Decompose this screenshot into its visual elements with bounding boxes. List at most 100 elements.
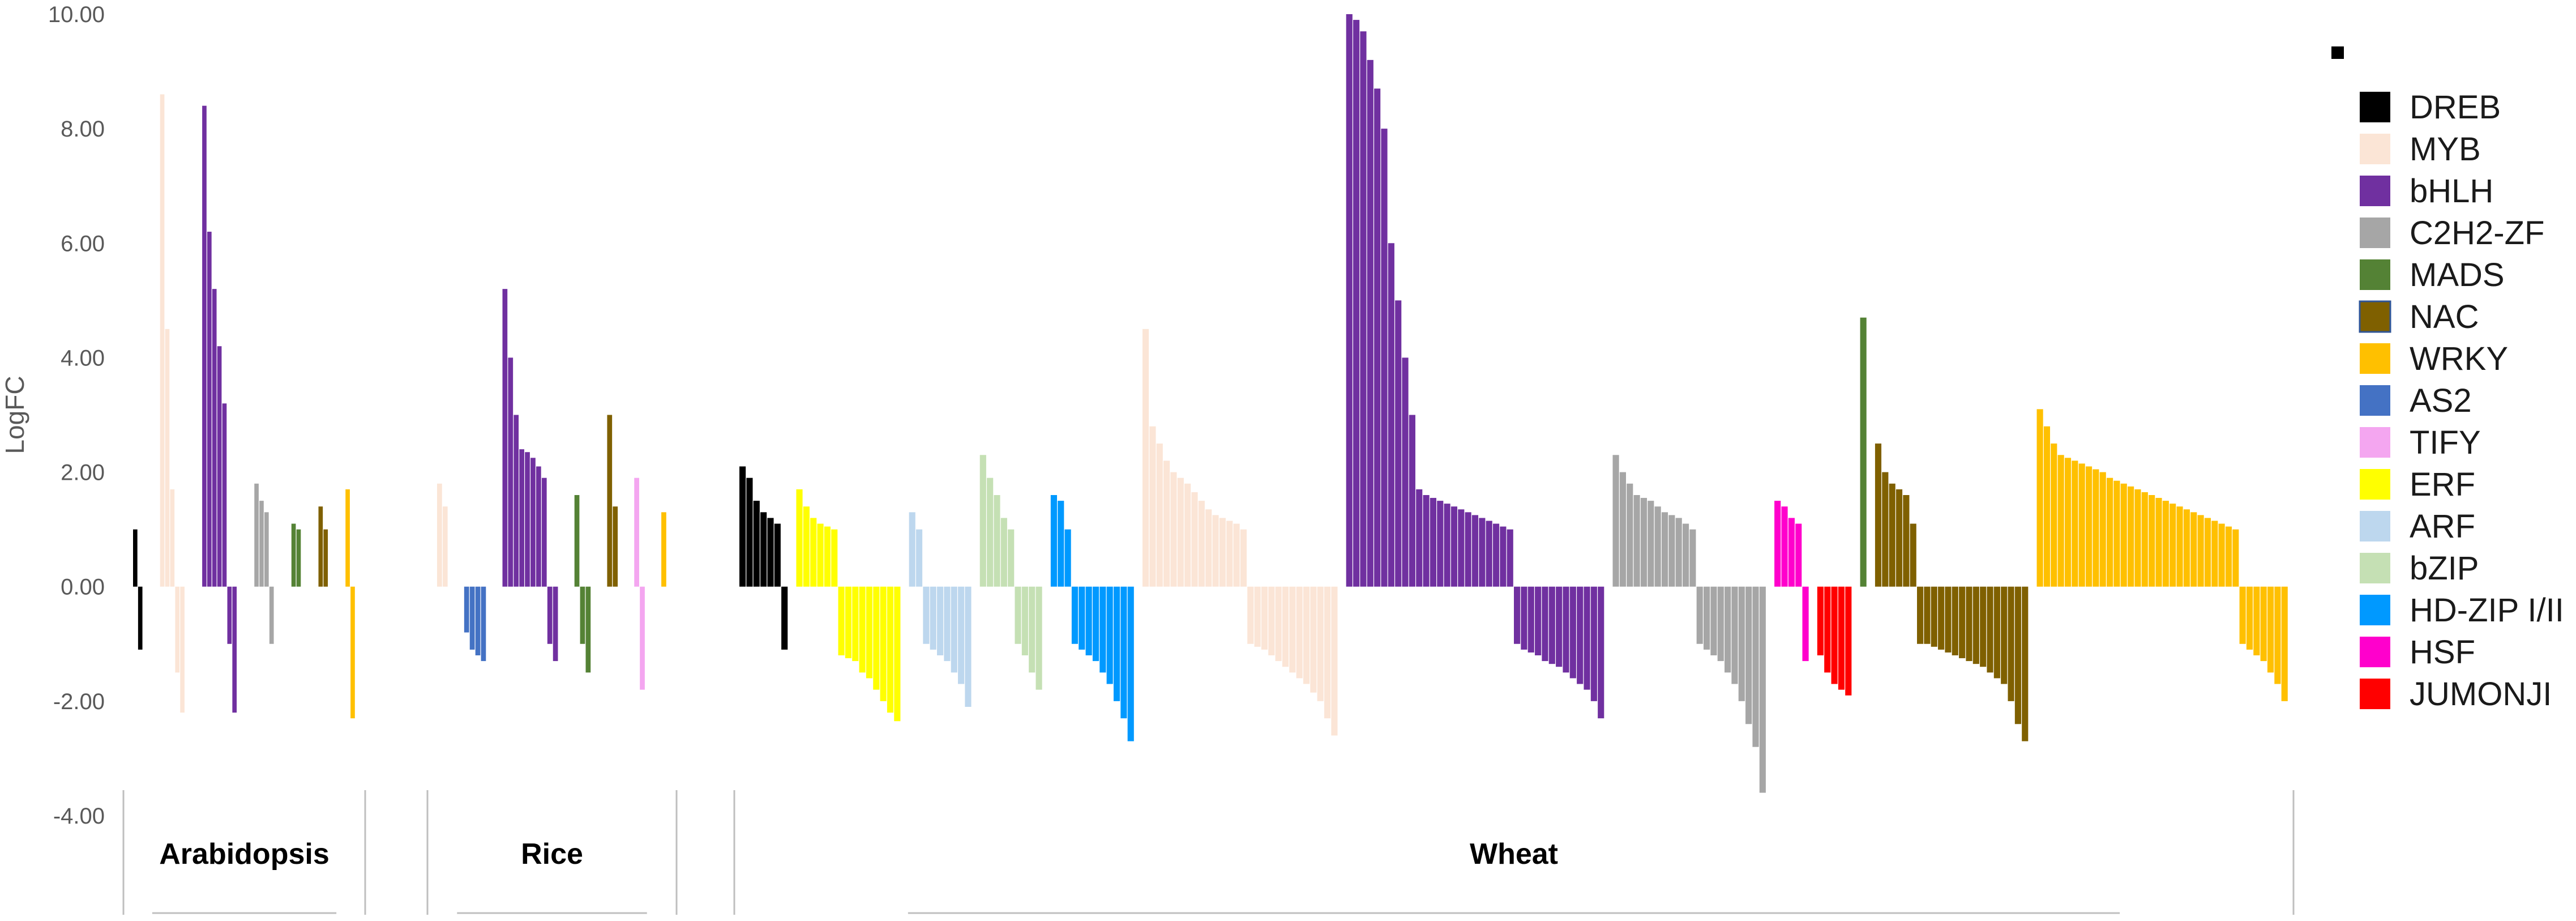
- bar-wheat-bhlh: [1514, 586, 1521, 644]
- y-tick-label: 2.00: [61, 460, 105, 485]
- bar-wheat-bzip: [1008, 529, 1015, 587]
- bar-wheat-wrky: [2267, 586, 2274, 673]
- bar-wheat-myb: [1219, 518, 1226, 587]
- bar-wheat-wrky: [2155, 498, 2162, 587]
- bar-arabidopsis-nac: [323, 529, 328, 587]
- bar-wheat-bhlh: [1569, 586, 1576, 679]
- bar-wheat-hd-zip-i-ii: [1127, 586, 1134, 741]
- bar-arabidopsis-dreb: [138, 586, 143, 650]
- bar-wheat-erf: [880, 586, 887, 701]
- bar-wheat-bhlh: [1353, 20, 1360, 587]
- bar-wheat-myb: [1289, 586, 1296, 673]
- bar-wheat-bhlh: [1444, 504, 1450, 587]
- bar-wheat-myb: [1191, 492, 1198, 587]
- bar-rice-myb: [437, 483, 442, 587]
- bar-wheat-myb: [1149, 426, 1156, 587]
- bar-wheat-bhlh: [1437, 501, 1444, 587]
- bar-wheat-c2h2-zf: [1654, 506, 1661, 587]
- bar-wheat-bhlh: [1590, 586, 1597, 701]
- bar-wheat-wrky: [2183, 509, 2190, 587]
- group-label-rice: Rice: [521, 838, 583, 871]
- bar-arabidopsis-myb: [165, 329, 170, 587]
- bar-wheat-bhlh: [1450, 506, 1458, 587]
- bar-wheat-myb: [1156, 444, 1163, 587]
- bar-wheat-erf: [859, 586, 866, 673]
- bar-wheat-wrky: [2128, 486, 2134, 587]
- bar-wheat-c2h2-zf: [1668, 515, 1675, 587]
- bar-wheat-bhlh: [1409, 415, 1415, 587]
- bar-wheat-wrky: [2134, 489, 2141, 587]
- y-tick-label: -2.00: [53, 689, 105, 714]
- legend-swatch-bzip: [2360, 553, 2390, 583]
- legend-swatch-as2: [2360, 385, 2390, 416]
- bar-wheat-myb: [1296, 586, 1303, 679]
- bar-wheat-erf: [873, 586, 880, 690]
- bar-wheat-bhlh: [1542, 586, 1548, 662]
- bar-wheat-erf: [887, 586, 894, 713]
- bar-wheat-jumonji: [1838, 586, 1845, 690]
- y-tick-label: 10.00: [48, 2, 105, 27]
- bar-wheat-c2h2-zf: [1661, 512, 1668, 587]
- bar-rice-bhlh: [525, 452, 530, 587]
- bar-wheat-bhlh: [1500, 526, 1507, 587]
- y-axis: 10.00 8.00 6.00 4.00 2.00 0.00 -2.00 -4.00: [48, 2, 105, 829]
- bar-wheat-wrky: [2113, 480, 2120, 587]
- bar-wheat-wrky: [2057, 455, 2064, 587]
- bar-rice-nac: [613, 506, 618, 587]
- bar-wheat-wrky: [2274, 586, 2281, 684]
- bar-arabidopsis-wrky: [350, 586, 355, 719]
- bar-arabidopsis-myb: [175, 586, 180, 673]
- bar-wheat-bhlh: [1492, 523, 1500, 587]
- bar-wheat-c2h2-zf: [1710, 586, 1717, 655]
- bar-wheat-hsf: [1802, 586, 1809, 662]
- bar-wheat-dreb: [760, 512, 767, 587]
- bar-wheat-wrky: [2211, 521, 2218, 587]
- bar-wheat-nac: [1952, 586, 1958, 655]
- bar-arabidopsis-bhlh: [207, 232, 212, 587]
- bar-wheat-jumonji: [1845, 586, 1852, 696]
- legend-label-mads: MADS: [2410, 257, 2505, 293]
- bar-arabidopsis-myb: [160, 94, 165, 587]
- bar-wheat-bhlh: [1388, 243, 1394, 587]
- bar-wheat-erf: [803, 506, 810, 587]
- legend-swatch-jumonji: [2360, 679, 2390, 709]
- bar-wheat-wrky: [2085, 466, 2093, 587]
- bar-wheat-bhlh: [1346, 14, 1353, 587]
- bar-wheat-arf: [915, 529, 923, 587]
- bar-rice-tify: [634, 477, 639, 587]
- legend-label-wrky: WRKY: [2410, 340, 2508, 377]
- bar-wheat-bhlh: [1374, 88, 1381, 587]
- bar-wheat-bhlh: [1577, 586, 1584, 684]
- legend-marker: [2331, 46, 2344, 59]
- bar-wheat-myb: [1331, 586, 1338, 736]
- bar-wheat-bhlh: [1360, 31, 1367, 587]
- bar-wheat-nac: [1889, 483, 1895, 587]
- bar-wheat-arf: [958, 586, 965, 684]
- bar-wheat-arf: [965, 586, 972, 707]
- bar-wheat-myb: [1233, 523, 1240, 587]
- legend-label-dreb: DREB: [2410, 89, 2501, 126]
- legend-swatch-wrky: [2360, 343, 2390, 374]
- bar-arabidopsis-c2h2-zf: [264, 512, 269, 587]
- bar-wheat-wrky: [2260, 586, 2267, 662]
- bar-arabidopsis-c2h2-zf: [269, 586, 274, 644]
- bar-wheat-erf: [796, 489, 803, 587]
- bar-rice-mads: [574, 495, 580, 587]
- bar-wheat-wrky: [2043, 426, 2051, 587]
- bar-wheat-wrky: [2078, 463, 2085, 587]
- bar-wheat-bhlh: [1584, 586, 1590, 690]
- bar-wheat-arf: [930, 586, 936, 650]
- bar-wheat-dreb: [774, 523, 781, 587]
- legend-swatch-c2h2-zf: [2360, 218, 2390, 248]
- bar-wheat-myb: [1310, 586, 1317, 693]
- bar-wheat-nac: [2001, 586, 2008, 684]
- bar-wheat-bzip: [1000, 518, 1007, 587]
- bar-wheat-myb: [1254, 586, 1261, 647]
- bar-wheat-hd-zip-i-ii: [1092, 586, 1099, 662]
- bar-wheat-myb: [1261, 586, 1268, 650]
- bar-wheat-wrky: [2204, 518, 2211, 587]
- bar-wheat-bzip: [979, 455, 986, 587]
- bar-rice-bhlh: [553, 586, 558, 662]
- bar-wheat-c2h2-zf: [1612, 455, 1619, 587]
- bar-arabidopsis-bhlh: [217, 346, 222, 587]
